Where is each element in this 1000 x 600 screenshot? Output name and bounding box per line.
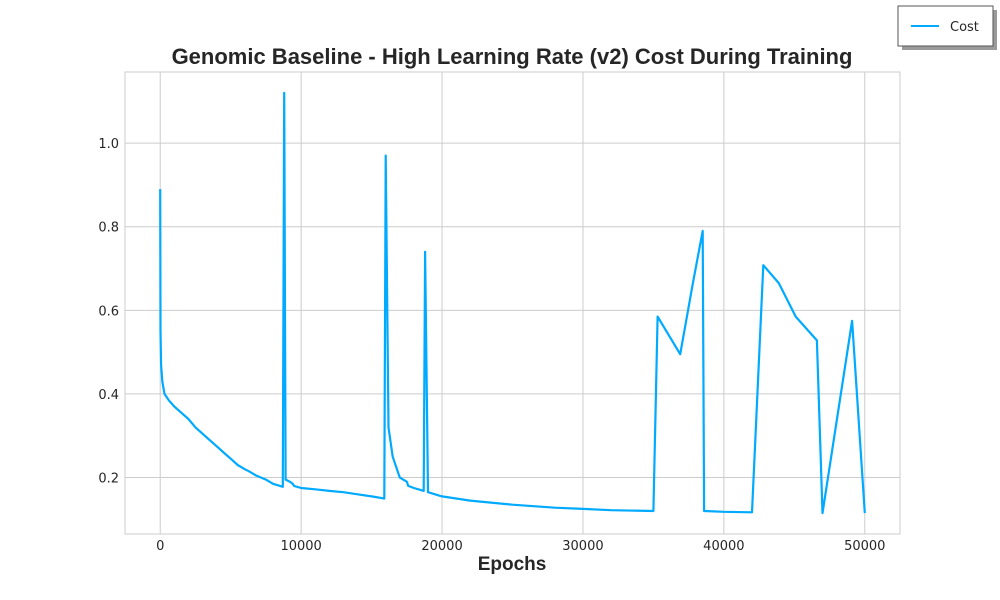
y-tick-label: 0.6	[98, 304, 119, 319]
y-tick-label: 0.8	[98, 221, 119, 236]
legend: Cost	[897, 5, 997, 50]
y-tick-labels: 0.2 0.4 0.6 0.8 1.0	[98, 137, 119, 486]
x-tick-label: 40000	[703, 539, 744, 554]
series-line-cost	[159, 91, 866, 515]
x-tick-labels: 0 10000 20000 30000 40000 50000	[156, 539, 885, 554]
y-tick-label: 0.4	[98, 388, 119, 403]
legend-label: Cost	[950, 20, 979, 35]
plot-border	[124, 71, 901, 535]
data-layer	[159, 91, 866, 515]
x-tick-label: 0	[156, 539, 164, 554]
plot-area	[125, 72, 900, 534]
x-tick-label: 30000	[562, 539, 603, 554]
y-tick-label: 1.0	[98, 137, 119, 152]
y-tick-label: 0.2	[98, 472, 119, 487]
x-axis-label: Epochs	[478, 554, 547, 575]
x-tick-label: 20000	[421, 539, 462, 554]
x-tick-label: 50000	[844, 539, 885, 554]
chart-title: Genomic Baseline - High Learning Rate (v…	[172, 44, 853, 69]
grid-lines	[125, 72, 900, 534]
x-tick-label: 10000	[280, 539, 321, 554]
